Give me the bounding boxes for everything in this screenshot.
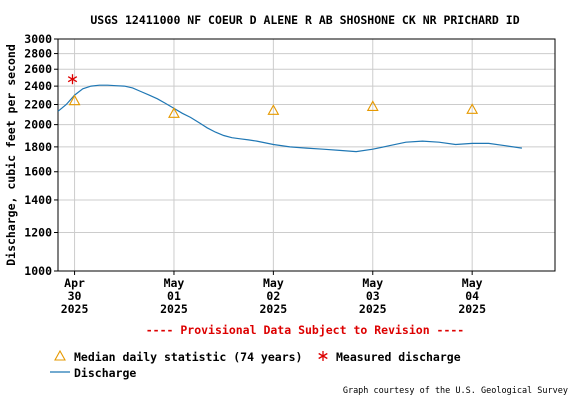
x-tick-label: 04 <box>465 289 479 303</box>
x-tick-label: May <box>263 276 284 290</box>
x-tick-label: 01 <box>167 289 181 303</box>
x-axis-ticks: Apr302025May012025May022025May032025May0… <box>61 271 486 316</box>
x-tick-label: 2025 <box>61 302 89 316</box>
x-tick-label: 02 <box>266 289 280 303</box>
y-tick-label: 1400 <box>24 193 52 207</box>
median-triangle-point <box>68 94 81 106</box>
discharge-series-line <box>57 84 522 153</box>
y-tick-label: 2000 <box>24 118 52 132</box>
legend-label-discharge: Discharge <box>74 366 136 380</box>
legend-label-measured: Measured discharge <box>336 350 461 364</box>
x-tick-label: May <box>462 276 483 290</box>
median-triangle-point <box>267 104 280 115</box>
median-triangle-point <box>366 100 379 111</box>
measured-star-point <box>67 74 78 85</box>
legend-label-median: Median daily statistic (74 years) <box>74 350 302 364</box>
x-tick-label: Apr <box>64 276 85 290</box>
plot-frame <box>57 38 556 272</box>
x-tick-label: May <box>164 276 185 290</box>
x-tick-label: 2025 <box>260 302 288 316</box>
grid-lines <box>58 38 555 272</box>
y-tick-label: 1200 <box>24 225 52 239</box>
y-tick-label: 2200 <box>24 97 52 111</box>
median-triangle-point <box>168 107 180 118</box>
legend: Median daily statistic (74 years) Measure… <box>50 349 461 380</box>
x-tick-label: May <box>362 276 383 290</box>
y-tick-label: 2800 <box>24 47 52 61</box>
y-tick-label: 1600 <box>24 165 52 179</box>
y-tick-label: 2600 <box>24 62 52 76</box>
median-triangle-point <box>466 103 479 114</box>
y-tick-label: 1000 <box>24 264 52 278</box>
provisional-notice: ---- Provisional Data Subject to Revisio… <box>146 323 465 337</box>
y-tick-label: 2400 <box>24 79 52 93</box>
series-layer <box>57 74 522 153</box>
y-tick-label: 1800 <box>24 140 52 154</box>
measured-star-point <box>318 351 328 361</box>
x-tick-label: 2025 <box>458 302 486 316</box>
x-tick-label: 2025 <box>160 302 188 316</box>
chart-title: USGS 12411000 NF COEUR D ALENE R AB SHOS… <box>90 13 519 27</box>
x-tick-label: 30 <box>68 289 82 303</box>
x-tick-label: 2025 <box>359 302 387 316</box>
median-triangle-point <box>54 349 66 361</box>
credit-text: Graph courtesy of the U.S. Geological Su… <box>343 386 568 396</box>
y-axis-ticks: 1000 1200 1400 1600 1800 2000 2200 2400 26002800… <box>24 32 58 278</box>
x-tick-label: 03 <box>366 289 380 303</box>
y-axis-label: Discharge, cubic feet per second <box>4 44 18 266</box>
y-tick-label: 3000 <box>24 32 52 46</box>
